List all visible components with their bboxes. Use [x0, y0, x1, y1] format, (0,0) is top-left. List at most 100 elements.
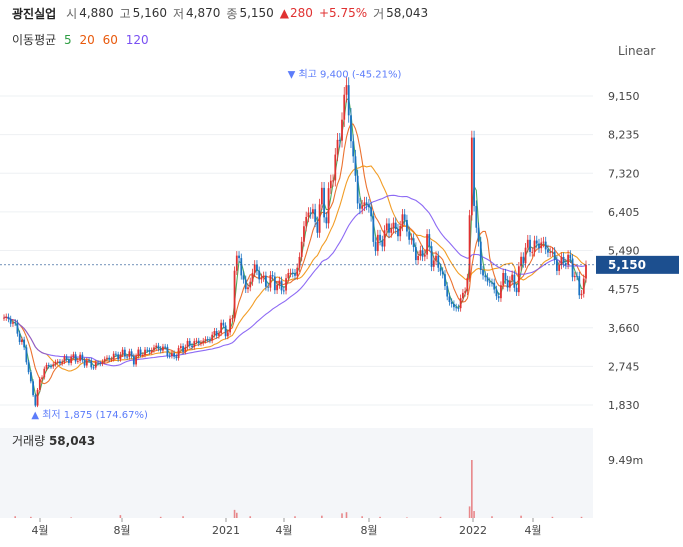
- candle-body: [222, 322, 225, 326]
- candle-body: [79, 354, 82, 361]
- volume-panel-bg: [0, 428, 593, 518]
- candle-body: [524, 247, 527, 264]
- candle-body: [224, 325, 227, 337]
- candle-body: [103, 358, 106, 362]
- candle-body: [164, 346, 167, 348]
- candle-body: [271, 275, 274, 277]
- candle-body: [531, 251, 534, 253]
- candle-body: [538, 243, 540, 249]
- candle-body: [403, 214, 406, 220]
- candle-body: [204, 339, 207, 341]
- candle-body: [464, 291, 467, 293]
- candle-body: [491, 282, 493, 284]
- volume-panel-label: 거래량 58,043: [12, 432, 95, 449]
- candle-body: [269, 275, 272, 288]
- candle-body: [34, 395, 37, 406]
- candle-body: [50, 366, 52, 368]
- candle-body: [249, 281, 252, 288]
- candle-body: [309, 212, 312, 214]
- candle-body: [110, 359, 113, 361]
- candle-body: [562, 256, 565, 264]
- candle-body: [307, 212, 310, 217]
- candle-body: [432, 260, 435, 267]
- volume-tick-label: 9.49m: [608, 454, 643, 467]
- candle-body: [21, 339, 23, 343]
- low-annotation: ▲ 최저 1,875 (174.67%): [31, 409, 148, 421]
- volume-bar: [236, 512, 238, 518]
- candle-body: [233, 270, 236, 319]
- candle-body: [285, 278, 287, 291]
- candle-body: [177, 348, 180, 359]
- candle-body: [240, 258, 243, 276]
- candle-body: [316, 221, 319, 233]
- candle-body: [155, 345, 158, 348]
- change-value: 280: [290, 6, 313, 20]
- candle-body: [197, 340, 200, 344]
- candle-body: [200, 342, 202, 344]
- stock-name: 광진실업: [12, 6, 57, 21]
- candle-body: [517, 266, 520, 293]
- volume-bar: [520, 515, 522, 518]
- candle-body: [173, 353, 176, 357]
- candle-body: [320, 187, 323, 205]
- candle-body: [484, 275, 487, 278]
- candle-body: [374, 241, 377, 252]
- candle-body: [166, 346, 169, 356]
- candle-body: [390, 228, 393, 233]
- candle-body: [392, 222, 395, 229]
- candle-body: [244, 279, 247, 290]
- candle-body: [298, 256, 301, 268]
- ma120-legend: 120: [125, 33, 149, 47]
- high-label: 고: [119, 6, 131, 21]
- volume-bar: [379, 516, 381, 518]
- candle-body: [195, 340, 198, 342]
- candle-body: [179, 346, 182, 349]
- candle-body: [564, 263, 567, 265]
- candle-body: [5, 316, 8, 318]
- candle-body: [278, 280, 281, 285]
- candle-body: [54, 362, 57, 365]
- candle-body: [412, 238, 415, 248]
- ma-legend-label: 이동평균: [12, 33, 57, 47]
- candle-body: [520, 256, 522, 267]
- candle-body: [108, 357, 111, 360]
- candle-body: [202, 340, 205, 343]
- candle-body: [385, 223, 388, 231]
- stock-header: 광진실업 시 4,880 고 5,160 저 4,870 종 5,150 ▲ 2…: [12, 4, 434, 22]
- ma120-line: [3, 194, 587, 367]
- volume-bar: [159, 516, 162, 518]
- candle-body: [388, 223, 390, 233]
- candle-body: [94, 362, 97, 368]
- scale-mode-button[interactable]: Linear: [618, 44, 656, 58]
- candle-body: [137, 349, 140, 357]
- volume-bar: [30, 516, 32, 518]
- candle-body: [117, 354, 120, 360]
- candle-body: [479, 241, 482, 271]
- volume-panel-value: 58,043: [48, 434, 96, 448]
- x-tick-label: 4월: [524, 524, 541, 537]
- ma20-line: [3, 123, 587, 385]
- price-tick-label: 9,150: [608, 90, 640, 103]
- candle-body: [215, 331, 218, 336]
- candle-body: [334, 154, 337, 181]
- candle-body: [448, 296, 451, 303]
- candle-body: [508, 280, 511, 288]
- candle-body: [361, 205, 364, 209]
- candle-body: [363, 202, 366, 206]
- candle-body: [226, 332, 229, 337]
- candle-body: [370, 207, 373, 217]
- candle-body: [276, 284, 278, 291]
- candle-body: [85, 360, 88, 366]
- candle-body: [376, 234, 379, 252]
- candle-body: [47, 364, 50, 367]
- candle-body: [428, 234, 431, 247]
- volume-bar: [406, 517, 408, 518]
- candle-body: [457, 308, 460, 310]
- moving-average-legend[interactable]: 이동평균 5 20 60 120: [12, 31, 153, 48]
- candle-body: [441, 271, 444, 275]
- candle-body: [273, 276, 276, 291]
- candle-body: [356, 175, 359, 204]
- price-tick-label: 2,745: [608, 360, 640, 373]
- volume-bar: [439, 516, 442, 518]
